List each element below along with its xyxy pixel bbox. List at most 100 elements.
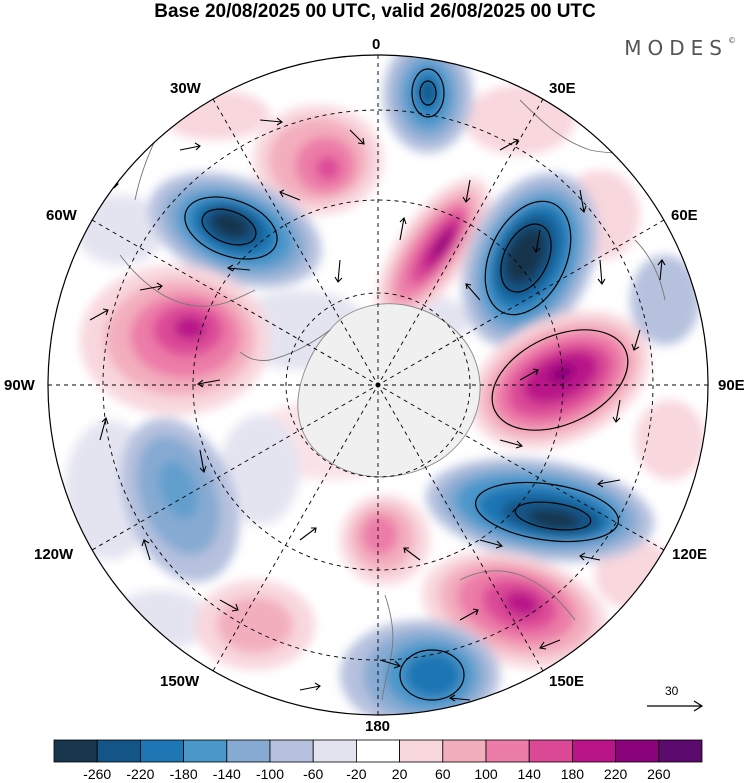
latitude-circle <box>285 292 471 478</box>
wind-vector <box>226 264 251 272</box>
wind-vector <box>197 379 221 388</box>
wind-vector <box>299 527 317 541</box>
contour-line <box>184 196 278 260</box>
new-zealand-coast <box>381 594 394 701</box>
coast-segment <box>634 239 666 301</box>
south-pole-marker <box>375 382 381 388</box>
map-boundary <box>47 54 709 716</box>
longitude-label-60w: 60W <box>46 207 77 224</box>
positive-anomaly-85e <box>470 310 650 450</box>
longitude-label-0: 0 <box>372 36 381 53</box>
copyright-mark: © <box>728 36 736 45</box>
wind-vector <box>299 682 321 691</box>
colorbar-swatch <box>226 739 271 763</box>
wind-vector <box>459 608 479 621</box>
colorbar-swatch <box>269 739 314 763</box>
longitude-label-90w: 90W <box>4 377 35 394</box>
colorbar-swatch <box>615 739 660 763</box>
wind-vector <box>259 117 283 126</box>
colorbar-swatch <box>96 739 141 763</box>
wind-vector <box>532 229 541 253</box>
anomaly-patch <box>110 590 210 650</box>
wind-vector <box>631 329 641 351</box>
contour-line <box>491 329 629 431</box>
wind-vector <box>334 259 343 283</box>
wind-vector <box>399 216 407 241</box>
longitude-label-30e: 30E <box>549 80 576 97</box>
positive-anomaly-145w <box>195 580 315 670</box>
wind-vector <box>597 259 606 285</box>
colorbar-tick-label: 100 <box>474 766 498 782</box>
longitude-label-150w: 150W <box>160 673 200 690</box>
brand-logo: MODES© <box>624 36 736 60</box>
latitude-circle <box>102 109 654 661</box>
colorbar-tick-label: -180 <box>169 766 198 782</box>
colorbar-tick-label: 220 <box>603 766 628 782</box>
longitude-label-90e: 90E <box>718 377 745 394</box>
reference-vector <box>647 700 704 712</box>
positive-anomaly-80w <box>80 265 270 415</box>
longitude-label-150e: 150E <box>549 673 585 690</box>
colorbar-swatch <box>183 739 228 763</box>
wind-vector <box>465 283 481 301</box>
reference-vector-head <box>693 700 704 712</box>
wind-vector <box>462 179 471 203</box>
positive-anomaly-30e <box>376 177 490 323</box>
contour-line <box>484 200 572 316</box>
wind-vector <box>519 368 539 381</box>
wind-vector <box>349 129 365 145</box>
australia-coast <box>459 570 576 621</box>
negative-anomaly-160e <box>340 620 500 715</box>
longitude-label-120e: 120E <box>672 546 708 563</box>
colorbar-swatch <box>528 739 573 763</box>
wind-vector <box>179 142 201 151</box>
longitude-label-120w: 120W <box>34 546 74 563</box>
wind-vector <box>612 399 621 423</box>
colorbar-tick-label: 20 <box>391 766 408 782</box>
positive-anomaly-15w <box>253 105 383 215</box>
wind-vector <box>499 138 519 151</box>
south-america-coast <box>119 254 256 307</box>
negative-anomaly-20e <box>383 55 473 153</box>
colorbar-tick-label: -260 <box>83 766 112 782</box>
contour-line <box>411 68 445 118</box>
colorbar-tick-label: -60 <box>303 766 324 782</box>
anomaly-patch <box>635 400 705 480</box>
colorbar-swatch <box>399 739 444 763</box>
colorbar-swatch <box>53 739 98 763</box>
negative-anomaly-105w <box>120 417 240 583</box>
colorbar-swatch <box>139 739 184 763</box>
wind-vector <box>199 449 207 474</box>
wind-vector <box>579 552 601 561</box>
colorbar-swatch <box>442 739 487 763</box>
wind-vector <box>219 599 239 612</box>
contour-line <box>514 501 592 531</box>
antarctic-peninsula <box>239 329 331 361</box>
longitude-label-180: 180 <box>365 718 391 735</box>
wind-vector <box>139 282 163 291</box>
wind-vectors <box>89 117 666 702</box>
colorbar-swatch <box>312 739 357 763</box>
colorbar-tick-label: 140 <box>517 766 541 782</box>
positive-anomaly-170e <box>340 495 430 585</box>
longitude-label-60e: 60E <box>671 207 698 224</box>
anomaly-patch <box>75 195 165 265</box>
colorbar-tick-label: -100 <box>255 766 285 782</box>
colorbar-swatch <box>355 739 400 763</box>
colorbar-swatch <box>658 739 703 763</box>
map-title: Base 20/08/2025 00 UTC, valid 26/08/2025… <box>154 1 596 22</box>
longitude-label-30w: 30W <box>170 80 201 97</box>
colorbar <box>53 739 703 763</box>
colorbar-tick-label: -20 <box>346 766 367 782</box>
anomaly-patch <box>465 85 575 155</box>
reference-vector-label: 30 <box>665 684 679 698</box>
wind-vector <box>89 308 109 321</box>
negative-anomaly-55w <box>148 172 322 288</box>
wind-vector <box>448 694 471 702</box>
wind-vector <box>379 659 402 669</box>
negative-anomaly-45e <box>461 172 599 348</box>
wind-vector <box>539 639 561 650</box>
colorbar-tick-label: 180 <box>560 766 585 782</box>
contour-line <box>419 80 437 106</box>
